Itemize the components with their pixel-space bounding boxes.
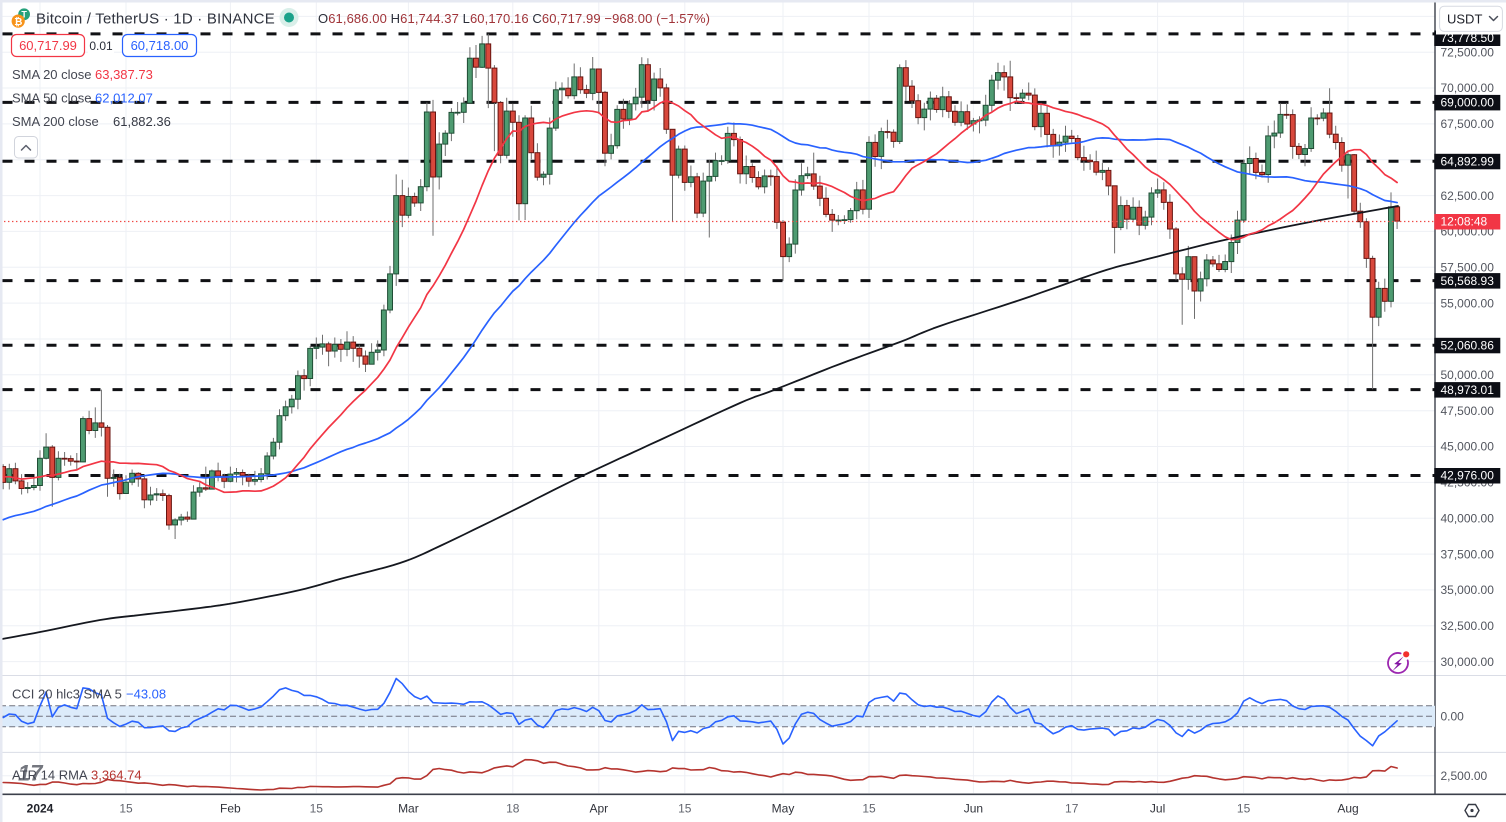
svg-text:73,778.50: 73,778.50 xyxy=(1441,31,1495,45)
svg-text:61,882.36: 61,882.36 xyxy=(113,114,171,129)
svg-text:USDT: USDT xyxy=(1447,11,1482,26)
svg-text:56,568.93: 56,568.93 xyxy=(1441,274,1495,288)
svg-text:48,973.01: 48,973.01 xyxy=(1441,383,1495,397)
svg-text:15: 15 xyxy=(862,802,876,816)
svg-text:O61,686.00 H61,744.37 L60,170.: O61,686.00 H61,744.37 L60,170.16 C60,717… xyxy=(318,11,710,26)
svg-text:CCI 20 hlc3 SMA 5: CCI 20 hlc3 SMA 5 xyxy=(12,687,122,702)
svg-text:18: 18 xyxy=(506,802,520,816)
svg-text:SMA 20 close: SMA 20 close xyxy=(12,67,92,82)
svg-text:ATR 14 RMA: ATR 14 RMA xyxy=(12,768,88,783)
svg-text:2024: 2024 xyxy=(27,802,54,816)
svg-text:Apr: Apr xyxy=(589,802,608,816)
svg-text:50,000.00: 50,000.00 xyxy=(1441,368,1495,382)
svg-text:Jun: Jun xyxy=(964,802,983,816)
svg-text:15: 15 xyxy=(119,802,133,816)
svg-text:17: 17 xyxy=(18,761,44,786)
svg-text:60,717.99: 60,717.99 xyxy=(19,38,77,53)
svg-text:SMA 50 close: SMA 50 close xyxy=(12,91,92,106)
svg-text:May: May xyxy=(772,802,795,816)
svg-text:47,500.00: 47,500.00 xyxy=(1441,404,1495,418)
svg-text:15: 15 xyxy=(1237,802,1251,816)
svg-text:62,012.07: 62,012.07 xyxy=(95,91,153,106)
svg-text:Jul: Jul xyxy=(1150,802,1165,816)
svg-text:52,060.86: 52,060.86 xyxy=(1441,339,1495,353)
svg-text:35,000.00: 35,000.00 xyxy=(1441,583,1495,597)
svg-text:0.00: 0.00 xyxy=(1441,710,1465,724)
svg-text:30,000.00: 30,000.00 xyxy=(1441,655,1495,669)
svg-text:17: 17 xyxy=(1065,802,1079,816)
svg-text:67,500.00: 67,500.00 xyxy=(1441,117,1495,131)
svg-text:64,892.99: 64,892.99 xyxy=(1441,155,1495,169)
svg-text:2,500.00: 2,500.00 xyxy=(1441,769,1488,783)
svg-text:42,976.00: 42,976.00 xyxy=(1441,469,1495,483)
svg-text:Feb: Feb xyxy=(220,802,241,816)
svg-text:37,500.00: 37,500.00 xyxy=(1441,547,1495,561)
svg-text:60,718.00: 60,718.00 xyxy=(131,38,189,53)
svg-text:32,500.00: 32,500.00 xyxy=(1441,619,1495,633)
svg-text:45,000.00: 45,000.00 xyxy=(1441,440,1495,454)
svg-text:−43.08: −43.08 xyxy=(126,687,166,702)
svg-text:₿: ₿ xyxy=(14,16,22,28)
svg-text:15: 15 xyxy=(678,802,692,816)
svg-text:15: 15 xyxy=(310,802,324,816)
svg-text:12:08:48: 12:08:48 xyxy=(1441,215,1488,229)
svg-text:Aug: Aug xyxy=(1337,802,1358,816)
svg-text:40,000.00: 40,000.00 xyxy=(1441,511,1495,525)
svg-text:3,364.74: 3,364.74 xyxy=(91,768,142,783)
svg-text:Mar: Mar xyxy=(398,802,419,816)
svg-text:57,500.00: 57,500.00 xyxy=(1441,261,1495,275)
svg-text:55,000.00: 55,000.00 xyxy=(1441,296,1495,310)
svg-text:Bitcoin / TetherUS · 1D · BINA: Bitcoin / TetherUS · 1D · BINANCE xyxy=(36,11,275,28)
svg-text:69,000.00: 69,000.00 xyxy=(1441,96,1495,110)
svg-text:62,500.00: 62,500.00 xyxy=(1441,189,1495,203)
svg-text:63,387.73: 63,387.73 xyxy=(95,67,153,82)
svg-text:SMA 200 close: SMA 200 close xyxy=(12,114,99,129)
svg-text:70,000.00: 70,000.00 xyxy=(1441,81,1495,95)
svg-text:72,500.00: 72,500.00 xyxy=(1441,45,1495,59)
svg-text:0.01: 0.01 xyxy=(89,39,113,53)
svg-text:T: T xyxy=(21,9,27,19)
